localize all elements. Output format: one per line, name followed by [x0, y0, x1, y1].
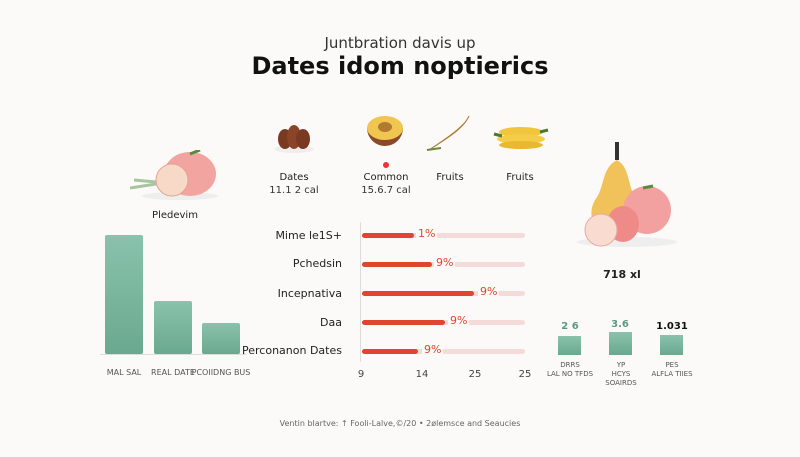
apple-slice-icon — [129, 148, 220, 202]
fruit-label: Dates — [279, 172, 309, 183]
bar-value — [362, 291, 474, 296]
bar-pct: 9% — [448, 314, 470, 327]
small-bar-prefix: DRRS — [560, 361, 580, 369]
bar-mal-sal — [105, 235, 143, 354]
banana-bunch-icon — [492, 124, 550, 152]
pear-apple-icon — [565, 138, 685, 253]
bar-value — [362, 320, 445, 325]
bar-pct: 1% — [416, 227, 438, 240]
x-tick-label: MAL SAL — [106, 368, 142, 377]
y-axis — [360, 222, 361, 362]
x-tick: 25 — [518, 369, 532, 380]
x-tick: 25 — [468, 369, 482, 380]
mango-half-icon — [365, 114, 405, 150]
pod-fruit-icon — [425, 112, 473, 154]
x-tick-label: REAL DATE — [151, 368, 195, 377]
footer-caption: Ventin blartve: ↑ Fooli-Lalve,©/20 • 2øl… — [279, 419, 521, 428]
bar-track — [362, 233, 525, 238]
row-label: Mime le1S+ — [275, 229, 342, 242]
fruit-label: Fruits — [506, 172, 534, 183]
bar-value — [362, 349, 418, 354]
bar-real-date — [154, 301, 192, 354]
bar-pcoiidng-bus — [202, 323, 240, 354]
row-label: Perconanon Dates — [242, 344, 342, 357]
small-bar — [609, 332, 632, 355]
x-tick: 9 — [357, 369, 365, 380]
fruit-calories: 15.6.7 cal — [361, 185, 411, 196]
bar-pct: 9% — [434, 256, 456, 269]
x-tick-label: PCOIIDNG BUS — [191, 368, 251, 377]
small-bar — [660, 335, 683, 355]
bar-value-label: 2 6 — [561, 321, 579, 332]
bar-value — [362, 262, 432, 267]
fruit-label: Fruits — [436, 172, 464, 183]
bar-value-label: 1.031 — [656, 321, 688, 332]
bar-track — [362, 349, 525, 354]
small-bar-prefix: PES — [665, 361, 679, 369]
bar-pct: 9% — [422, 343, 444, 356]
fruit-label: Common — [363, 172, 409, 183]
x-axis — [100, 354, 246, 355]
dates-icon — [272, 122, 316, 154]
red-dot-marker — [383, 162, 389, 168]
small-bar-label: LAL NO TFDS — [546, 370, 594, 378]
right-panel-label: 718 xl — [603, 268, 641, 281]
small-bar-prefix: YP — [616, 361, 626, 369]
bar-pct: 9% — [478, 285, 500, 298]
fruit-calories: 11.1 2 cal — [269, 185, 319, 196]
small-bar-label: HCYS SOAIRDS — [605, 370, 637, 387]
small-bar — [558, 336, 581, 355]
left-panel-label: Pledevim — [152, 210, 198, 221]
row-label: Incepnativa — [277, 287, 342, 300]
x-tick: 14 — [415, 369, 429, 380]
bar-value — [362, 233, 414, 238]
row-label: Pchedsin — [292, 257, 342, 270]
bar-value-label: 3.6 — [611, 319, 629, 330]
subtitle: Juntbration davis up — [324, 34, 476, 52]
row-label: Daa — [320, 316, 342, 329]
small-bar-label: ALFLA TIIES — [651, 370, 693, 378]
page-title: Dates idom noptierics — [251, 52, 549, 80]
